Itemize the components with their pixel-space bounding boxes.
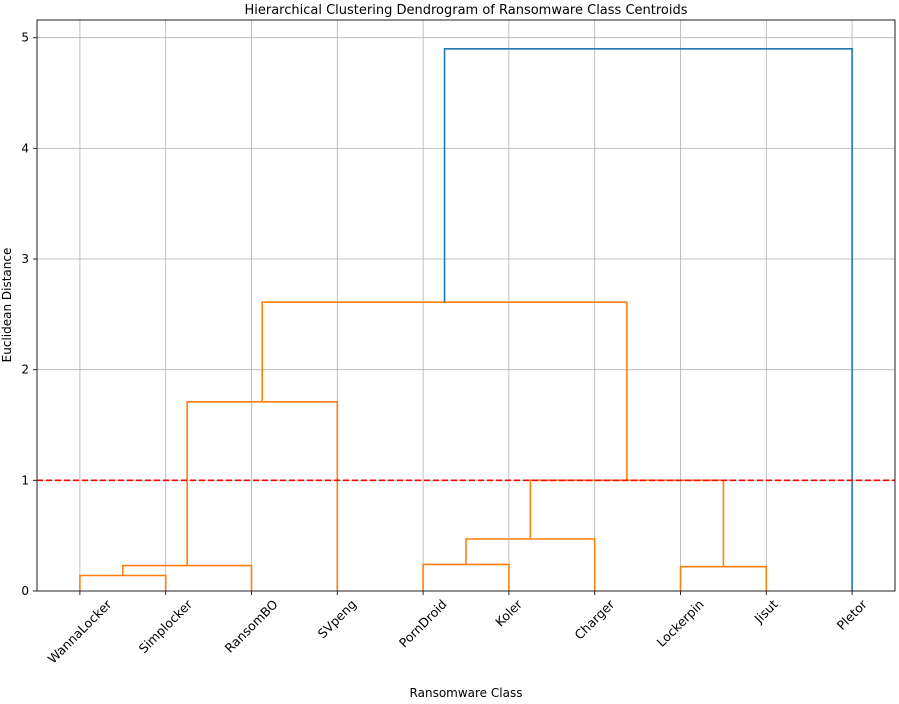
x-axis: WannaLocker Simplocker RansomBO SVpeng PornD…: [45, 591, 871, 666]
dendrogram-link: [443, 47, 853, 591]
y-tick-label: 4: [21, 141, 29, 155]
x-tick-label: RansomBO: [222, 596, 281, 655]
x-tick-label: Charger: [571, 596, 618, 643]
y-tick-label: 0: [21, 584, 29, 598]
dendrogram-link: [679, 565, 768, 591]
dendrogram-link: [422, 563, 510, 591]
x-tick-label: Simplocker: [136, 596, 196, 656]
x-tick-label: Pletor: [834, 596, 871, 633]
y-tick-label: 1: [21, 473, 29, 487]
y-axis-label: Euclidean Distance: [0, 248, 14, 363]
x-axis-label: Ransomware Class: [410, 686, 523, 700]
dendrogram-link: [529, 479, 725, 567]
x-tick-label: Koler: [492, 596, 526, 630]
plot-frame: [36, 19, 896, 592]
dendrogram-link: [122, 564, 253, 591]
dendrogram-link: [79, 574, 167, 591]
dendrogram-link: [261, 301, 628, 481]
x-tick-label: WannaLocker: [45, 596, 115, 666]
x-tick-label: Jisut: [751, 597, 781, 627]
x-tick-label: Lockerpin: [654, 597, 707, 650]
y-tick-label: 5: [21, 31, 29, 45]
y-axis: 0 1 2 3 4 5: [21, 31, 37, 598]
chart-title: Hierarchical Clustering Dendrogram of Ra…: [244, 3, 687, 18]
y-tick-label: 3: [21, 252, 29, 266]
dendrogram-links: [79, 47, 853, 591]
grid: [37, 20, 895, 592]
y-tick-label: 2: [21, 363, 29, 377]
x-tick-label: PornDroid: [396, 597, 450, 651]
dendrogram-link: [186, 400, 339, 591]
x-tick-label: SVpeng: [315, 597, 360, 642]
